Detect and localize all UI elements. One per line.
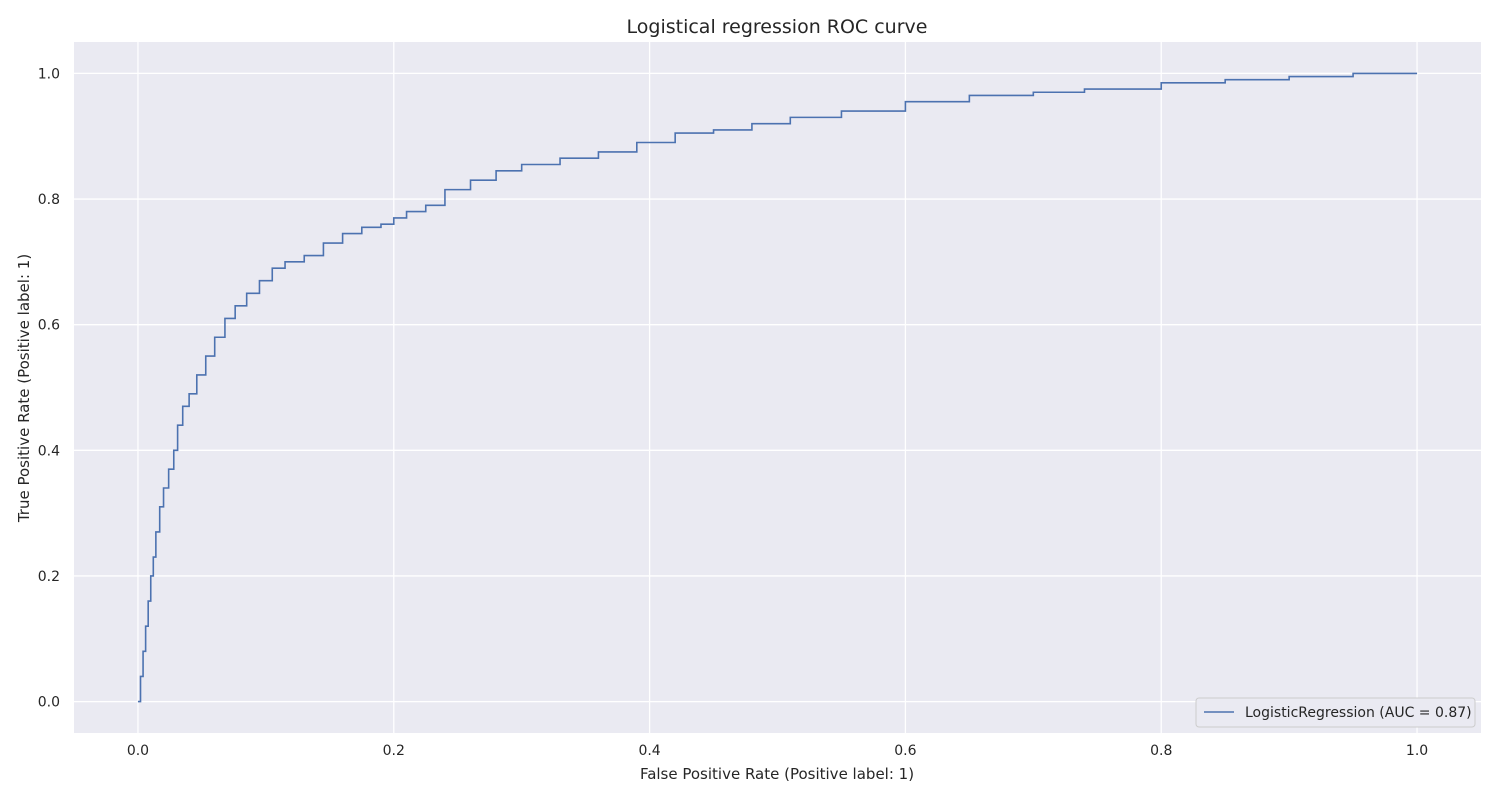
y-tick-label: 0.6: [38, 318, 60, 334]
grid: [74, 42, 1481, 733]
roc-curve-line: [137, 72, 1418, 703]
x-tick-label: 0.4: [638, 743, 660, 759]
x-tick-label: 0.2: [383, 743, 405, 759]
y-axis-label: True Positive Rate (Positive label: 1): [15, 254, 33, 523]
x-axis-label: False Positive Rate (Positive label: 1): [640, 765, 914, 783]
chart-title: Logistical regression ROC curve: [627, 16, 928, 38]
tick-labels: 0.0 0.2 0.4 0.6 0.8 1.0 0.0 0.2 0.4 0.6 0.8 1.0: [38, 66, 1428, 759]
x-tick-label: 1.0: [1406, 743, 1428, 759]
x-tick-label: 0.6: [894, 743, 916, 759]
y-tick-label: 0.2: [38, 569, 60, 585]
legend-box: [1195, 697, 1476, 728]
legend: LogisticRegression (AUC = 0.87): [1195, 697, 1476, 728]
y-tick-label: 0.0: [38, 695, 60, 711]
plot-area: [74, 42, 1481, 733]
y-tick-label: 1.0: [38, 66, 60, 82]
x-tick-label: 0.0: [127, 743, 149, 759]
y-tick-label: 0.4: [38, 443, 60, 459]
series-layer: [137, 72, 1418, 703]
y-tick-label: 0.8: [38, 192, 60, 208]
legend-label: LogisticRegression (AUC = 0.87): [1245, 705, 1472, 721]
x-tick-label: 0.8: [1150, 743, 1172, 759]
